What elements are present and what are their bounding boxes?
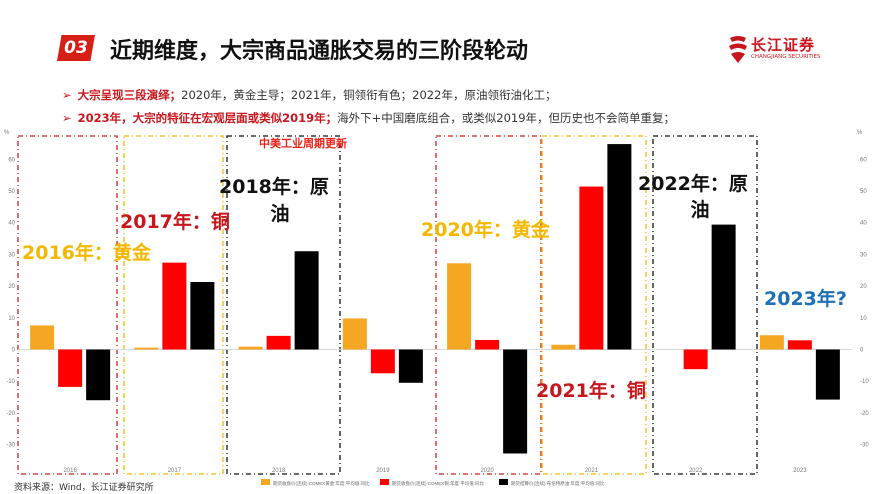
frame-2017 [123, 135, 224, 475]
bullet-arrow-icon: ➢ [62, 111, 72, 125]
chart-annotation: 油 [690, 199, 709, 221]
bar-2016-series-1 [58, 349, 83, 387]
company-logo: 长江证券 CHANGJIANG SECURITIES [727, 32, 847, 72]
page-title: 近期维度，大宗商品通胀交易的三阶段轮动 [110, 39, 529, 64]
y-tick-left: -10 [6, 379, 15, 385]
x-tick-label: 2017 [168, 468, 182, 474]
y-tick-left: 60 [8, 157, 15, 163]
bar-2020-series-2 [503, 349, 528, 454]
chart-annotation: 中美工业周期更新 [259, 136, 347, 150]
bullet-2-text: 海外下+中国磨底组合，或类似2019年，但历史也不会简单重复； [337, 111, 676, 125]
logo-subtext: CHANGJIANG SECURITIES [751, 54, 821, 60]
y-unit-left: % [4, 130, 10, 136]
x-tick-label: 2021 [585, 468, 599, 474]
bar-2018-series-2 [294, 251, 319, 350]
logo-text: 长江证券 [751, 36, 816, 54]
bar-2016-series-0 [30, 325, 55, 350]
y-tick-right: 30 [860, 252, 867, 258]
chart-annotation: 2023年? [764, 287, 847, 310]
source-note: 资料来源：Wind，长江证券研究所 [14, 483, 154, 493]
y-tick-right: 20 [860, 284, 867, 290]
y-tick-right: 60 [860, 157, 867, 163]
legend-swatch-0 [261, 479, 270, 485]
legend-label-1: 期货收盘价(连续):COMEX铜:年度:平均值:同比 [392, 480, 484, 487]
bar-2017-series-0 [134, 347, 159, 350]
x-tick-label: 2016 [63, 468, 77, 474]
bullet-arrow-icon: ➢ [62, 88, 72, 102]
bar-2019-series-0 [342, 318, 367, 350]
frame-2022 [652, 135, 758, 475]
frame-2018 [226, 135, 341, 475]
frame-2016 [17, 135, 118, 475]
chart-annotation: 2018年：原 [219, 175, 329, 198]
bullet-2-highlight: 2023年，大宗的特征在宏观层面或类似2019年； [77, 111, 338, 125]
bar-2017-series-1 [162, 262, 187, 350]
bar-2022-series-2 [711, 224, 736, 350]
bar-2019-series-2 [398, 349, 423, 383]
x-tick-label: 2020 [480, 468, 494, 474]
bar-2023-series-2 [815, 349, 840, 400]
bar-2023-series-1 [787, 340, 812, 350]
bar-2021-series-1 [579, 186, 604, 350]
bar-2023-series-0 [759, 335, 784, 350]
chart-annotation: 2016年：黄金 [22, 241, 152, 264]
legend-swatch-2 [499, 479, 508, 485]
y-tick-right: -20 [860, 411, 869, 417]
y-tick-right: -30 [860, 443, 869, 449]
y-tick-right: 10 [860, 316, 867, 322]
y-tick-left: 20 [8, 284, 15, 290]
bar-2020-series-0 [447, 263, 472, 350]
frame-2021 [541, 135, 647, 475]
y-tick-right: 0 [860, 348, 864, 354]
bar-2018-series-1 [266, 335, 291, 350]
bar-2022-series-1 [683, 349, 708, 370]
y-tick-left: 50 [8, 189, 15, 195]
y-tick-right: -10 [860, 379, 869, 385]
y-unit-right: % [857, 130, 863, 136]
chart-annotation: 2022年：原 [638, 172, 748, 195]
bar-2020-series-1 [475, 339, 500, 350]
bullet-2: ➢ 2023年，大宗的特征在宏观层面或类似2019年；海外下+中国磨底组合，或类似… [62, 110, 675, 126]
bullet-1-text: 2020年，黄金主导；2021年，铜领衔有色；2022年，原油领衔油化工； [181, 88, 557, 102]
section-badge: 03 [57, 35, 95, 61]
y-tick-left: 0 [12, 348, 16, 354]
chart-annotation: 2017年：铜 [120, 210, 230, 233]
legend-swatch-1 [380, 479, 389, 485]
y-tick-right: 50 [860, 189, 867, 195]
chart-annotation: 2021年：铜 [536, 379, 646, 402]
y-tick-left: 10 [8, 316, 15, 322]
chart-annotation: 2020年：黄金 [421, 218, 551, 241]
x-tick-label: 2022 [689, 468, 703, 474]
y-tick-left: 40 [8, 221, 15, 227]
legend-label-0: 期货收盘价(连续):COMEX黄金:年度:平均值:同比 [273, 480, 370, 487]
chart-annotation: 油 [270, 203, 289, 225]
x-tick-label: 2023 [793, 468, 807, 474]
y-tick-left: -20 [6, 411, 15, 417]
bullet-1-highlight: 大宗呈现三段演绎； [77, 88, 182, 102]
bar-2021-series-0 [551, 344, 576, 350]
logo-mark-icon [729, 36, 747, 63]
y-tick-left: -30 [6, 443, 15, 449]
x-tick-label: 2018 [272, 468, 286, 474]
bar-2019-series-1 [370, 349, 395, 374]
frame-2020 [435, 135, 542, 475]
bar-2021-series-2 [607, 144, 632, 350]
bar-2016-series-2 [86, 349, 111, 401]
x-tick-label: 2019 [376, 468, 390, 474]
bullet-1: ➢ 大宗呈现三段演绎；2020年，黄金主导；2021年，铜领衔有色；2022年，原… [62, 87, 556, 103]
y-tick-left: 30 [8, 252, 15, 258]
legend-label-2: 期货结算价(连续):布伦特原油:年度:平均值:同比 [511, 480, 605, 487]
bar-2017-series-2 [190, 281, 215, 350]
bar-2018-series-0 [238, 346, 263, 350]
y-tick-right: 40 [860, 221, 867, 227]
